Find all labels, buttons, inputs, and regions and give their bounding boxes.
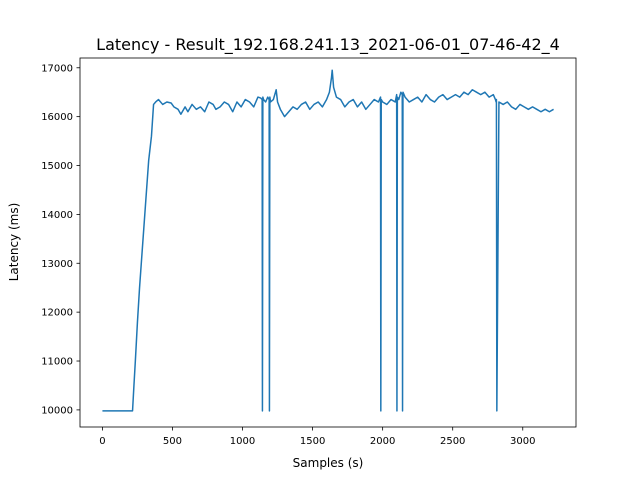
axes-frame: [79, 57, 577, 428]
plot-area: [79, 57, 577, 428]
x-axis-ticks: 0 500 1000 1500 2000 2500 3000: [99, 427, 535, 447]
x-tick-label: 0: [99, 436, 105, 447]
x-tick-label: 1500: [300, 436, 325, 447]
chart-title: Latency - Result_192.168.241.13_2021-06-…: [96, 35, 560, 55]
y-tick-label: 11000: [41, 357, 73, 368]
y-tick-label: 16000: [41, 112, 73, 123]
x-tick-label: 2500: [440, 436, 465, 447]
y-tick-label: 13000: [41, 259, 73, 270]
x-axis-label: Samples (s): [293, 456, 364, 470]
x-tick-label: 500: [163, 436, 182, 447]
y-tick-label: 12000: [41, 308, 73, 319]
y-tick-label: 15000: [41, 161, 73, 172]
latency-series-line: [102, 69, 554, 412]
x-tick-label: 2000: [370, 436, 395, 447]
y-tick-label: 14000: [41, 210, 73, 221]
y-axis-label: Latency (ms): [7, 203, 21, 282]
x-tick-label: 3000: [510, 436, 535, 447]
y-axis-ticks: 10000 11000 12000 13000 14000 15000 16000 17000: [41, 63, 80, 416]
x-tick-label: 1000: [230, 436, 255, 447]
y-tick-label: 10000: [41, 405, 73, 416]
y-tick-label: 17000: [41, 63, 73, 74]
